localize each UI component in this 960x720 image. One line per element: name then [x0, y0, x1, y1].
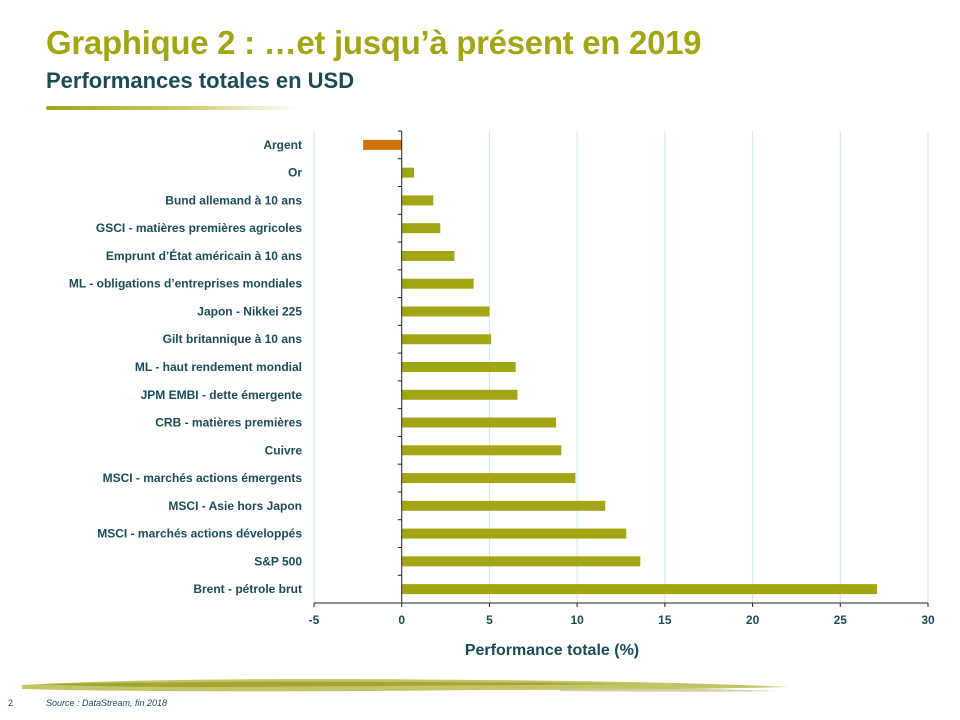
grid-lines [313, 131, 929, 603]
category-label: S&P 500 [254, 554, 302, 568]
x-tick-label: 30 [921, 613, 935, 627]
x-tick-label: 10 [570, 613, 584, 627]
axes [313, 130, 929, 607]
category-label: MSCI - marchés actions développés [97, 527, 302, 541]
bar [401, 223, 441, 234]
category-label: MSCI - marchés actions émergents [103, 471, 303, 485]
category-label: Or [288, 166, 302, 180]
category-label: Emprunt d’État américain à 10 ans [106, 248, 302, 263]
category-label: Argent [263, 138, 302, 152]
category-label: CRB - matières premières [155, 416, 302, 430]
bar [401, 306, 490, 317]
category-label: JPM EMBI - dette émergente [141, 388, 303, 402]
tick-labels: -5 0 5 10 15 20 25 30 [309, 613, 935, 627]
x-tick-label: 0 [398, 613, 405, 627]
category-label: Gilt britannique à 10 ans [163, 332, 303, 346]
source-note: Source : DataStream, fin 2018 [46, 698, 168, 708]
x-tick-label: 25 [834, 613, 848, 627]
x-tick-label: 5 [486, 613, 493, 627]
bar [401, 417, 557, 428]
category-label: Brent - pétrole brut [193, 582, 302, 596]
bar [401, 528, 627, 539]
x-axis-title: Performance totale (%) [465, 642, 639, 659]
category-label: MSCI - Asie hors Japon [168, 499, 302, 513]
bar-chart: Argent Or Bund allemand à 10 ans GSCI - mat… [69, 130, 935, 659]
page-title: Graphique 2 : …et jusqu’à présent en 201… [46, 24, 702, 61]
category-label: Cuivre [265, 443, 303, 457]
bar [401, 389, 518, 400]
category-label: Bund allemand à 10 ans [165, 193, 302, 207]
decorative-brush-stroke [22, 679, 790, 692]
category-label: Japon - Nikkei 225 [197, 304, 302, 318]
bar [401, 250, 455, 261]
page-subtitle: Performances totales en USD [46, 68, 355, 93]
bar [401, 500, 606, 511]
category-label: GSCI - matières premières agricoles [96, 221, 302, 235]
category-label: ML - obligations d’entreprises mondiales [69, 277, 302, 291]
category-labels: Argent Or Bund allemand à 10 ans GSCI - mat… [69, 138, 302, 596]
bar [401, 167, 414, 178]
category-label: ML - haut rendement mondial [135, 360, 302, 374]
bar [401, 556, 641, 567]
bar [363, 139, 402, 150]
bar [401, 584, 878, 595]
x-tick-label: -5 [309, 613, 320, 627]
bars [363, 139, 878, 595]
page-number: 2 [8, 698, 14, 708]
bar [401, 473, 576, 484]
bar [401, 195, 434, 206]
bar [401, 334, 492, 345]
bar [401, 278, 474, 289]
title-underline [46, 106, 296, 110]
bar [401, 445, 562, 456]
x-tick-label: 20 [746, 613, 760, 627]
x-tick-label: 15 [658, 613, 672, 627]
bar [401, 362, 516, 372]
